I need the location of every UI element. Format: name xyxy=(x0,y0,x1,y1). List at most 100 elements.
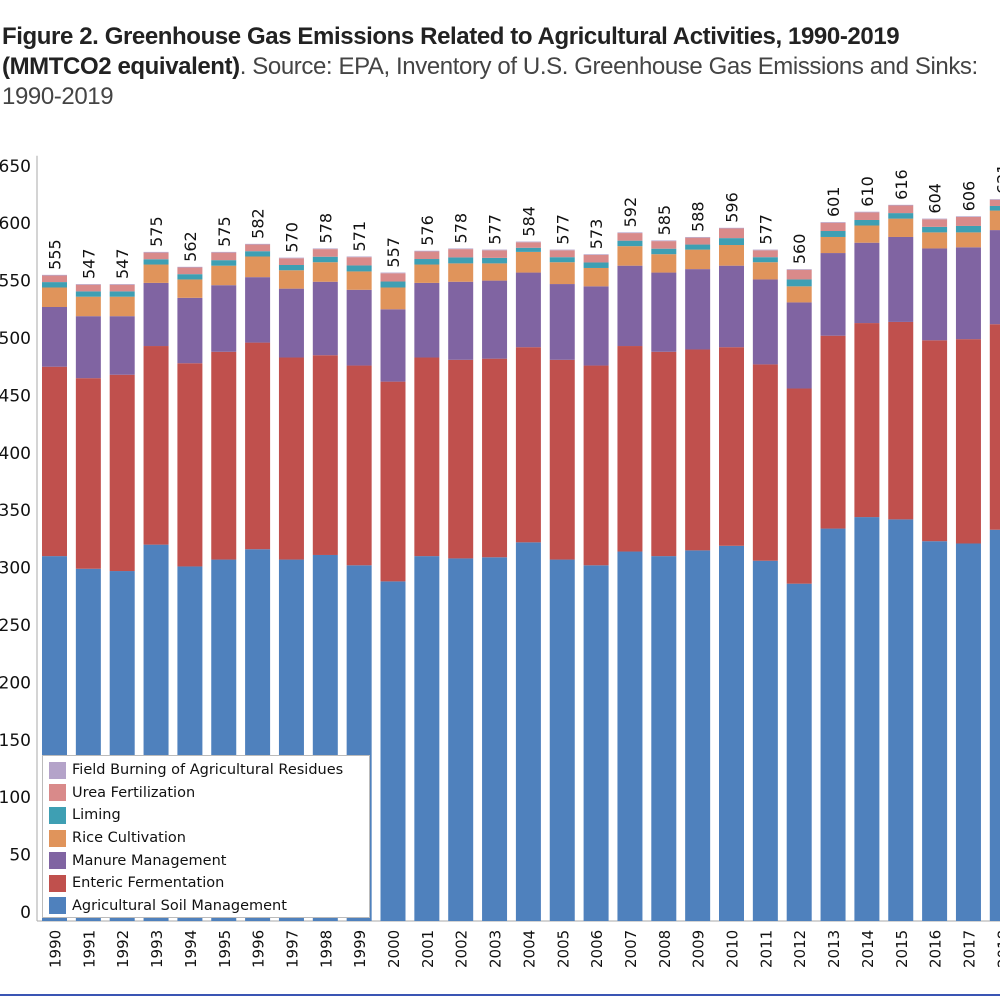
bar-segment-rice-cultivation xyxy=(211,265,237,286)
bar-segment-enteric-fermentation xyxy=(177,363,203,567)
bar-segment-liming xyxy=(211,260,237,266)
total-data-label: 578 xyxy=(452,213,471,244)
y-tick-label: 600 xyxy=(0,214,31,234)
bar-segment-urea-fertilization xyxy=(515,242,541,248)
bar-segment-enteric-fermentation xyxy=(482,358,508,558)
bar-segment-liming xyxy=(380,281,406,288)
total-data-label: 621 xyxy=(993,164,1000,195)
bar-segment-enteric-fermentation xyxy=(617,346,643,552)
bar-segment-rice-cultivation xyxy=(719,245,744,266)
bar-segment-field-burning-of-agricultural-residues xyxy=(278,257,304,259)
bar-segment-field-burning-of-agricultural-residues xyxy=(922,218,948,220)
bar-segment-agricultural-soil-management xyxy=(922,541,948,921)
legend-item: Field Burning of Agricultural Residues xyxy=(49,759,363,782)
bar-segment-rice-cultivation xyxy=(346,271,372,290)
bar-segment-enteric-fermentation xyxy=(719,347,744,546)
bar-segment-agricultural-soil-management xyxy=(719,545,744,921)
total-data-label: 575 xyxy=(147,216,166,247)
legend-swatch xyxy=(49,761,66,779)
bar-segment-field-burning-of-agricultural-residues xyxy=(448,248,474,250)
bar-segment-liming xyxy=(177,274,203,280)
total-data-label: 575 xyxy=(215,216,234,247)
bar-segment-urea-fertilization xyxy=(617,233,643,241)
x-tick-label: 2006 xyxy=(588,930,606,968)
x-tick-label: 2003 xyxy=(487,930,505,968)
bar-segment-liming xyxy=(278,264,304,271)
bar-segment-agricultural-soil-management xyxy=(380,581,406,921)
bar-segment-agricultural-soil-management xyxy=(752,560,778,921)
bar-segment-enteric-fermentation xyxy=(549,359,575,560)
bar-segment-liming xyxy=(346,265,372,272)
bar-segment-urea-fertilization xyxy=(177,267,203,275)
bar-segment-liming xyxy=(651,248,677,255)
legend-item: Enteric Fermentation xyxy=(49,872,363,895)
x-tick-label: 2013 xyxy=(825,930,843,968)
bar-segment-urea-fertilization xyxy=(245,244,271,252)
figure-source: . Source: EPA, Inventory of U.S. Greenho… xyxy=(2,53,978,110)
bar-segment-enteric-fermentation xyxy=(42,366,67,557)
bar-segment-agricultural-soil-management xyxy=(482,557,508,921)
bar-segment-liming xyxy=(245,251,271,257)
bar-segment-enteric-fermentation xyxy=(685,349,711,551)
bar-segment-rice-cultivation xyxy=(380,287,406,310)
x-tick-label: 2016 xyxy=(927,930,945,968)
bar-segment-liming xyxy=(75,291,101,297)
bar-segment-manure-management xyxy=(245,277,271,343)
total-data-label: 573 xyxy=(587,219,606,250)
x-tick-label: 1990 xyxy=(47,930,65,968)
bar-segment-rice-cultivation xyxy=(109,296,135,317)
total-data-label: 560 xyxy=(790,234,809,265)
bar-segment-liming xyxy=(312,256,338,263)
bottom-divider xyxy=(0,994,1000,996)
bar-segment-field-burning-of-agricultural-residues xyxy=(312,248,338,250)
bar-segment-urea-fertilization xyxy=(989,199,1000,206)
bar-segment-field-burning-of-agricultural-residues xyxy=(786,269,812,270)
y-tick-label: 450 xyxy=(0,386,31,406)
legend-swatch xyxy=(49,852,66,870)
legend-item: Rice Cultivation xyxy=(49,827,363,850)
bar-segment-field-burning-of-agricultural-residues xyxy=(617,232,643,234)
bar-segment-manure-management xyxy=(515,272,541,348)
bar-segment-agricultural-soil-management xyxy=(888,519,914,921)
bar-segment-liming xyxy=(42,282,67,288)
bar-segment-manure-management xyxy=(685,269,711,350)
bar-segment-urea-fertilization xyxy=(786,269,812,280)
bar-segment-rice-cultivation xyxy=(955,232,981,248)
total-data-label: 601 xyxy=(824,187,843,218)
bar-segment-manure-management xyxy=(651,272,677,352)
bar-segment-liming xyxy=(955,225,981,233)
bar-segment-manure-management xyxy=(346,289,372,366)
bar-segment-enteric-fermentation xyxy=(448,359,474,559)
bar-segment-rice-cultivation xyxy=(651,254,677,273)
bar-segment-urea-fertilization xyxy=(346,257,372,266)
bar-segment-liming xyxy=(854,219,880,226)
bar-segment-manure-management xyxy=(42,307,67,367)
bar-segment-enteric-fermentation xyxy=(414,357,440,557)
bar-segment-urea-fertilization xyxy=(888,205,914,214)
bar-segment-manure-management xyxy=(955,247,981,340)
bar-segment-enteric-fermentation xyxy=(752,364,778,561)
bar-segment-field-burning-of-agricultural-residues xyxy=(583,254,609,255)
bar-segment-liming xyxy=(515,247,541,252)
legend-swatch xyxy=(49,897,66,915)
bar-segment-field-burning-of-agricultural-residues xyxy=(75,284,101,285)
bar-segment-enteric-fermentation xyxy=(786,388,812,584)
legend-swatch xyxy=(49,829,66,847)
bar-segment-enteric-fermentation xyxy=(955,339,981,544)
legend-item: Urea Fertilization xyxy=(49,782,363,805)
bar-segment-manure-management xyxy=(312,281,338,356)
bar-segment-liming xyxy=(989,205,1000,211)
y-tick-label: 100 xyxy=(0,788,31,808)
bar-segment-field-burning-of-agricultural-residues xyxy=(854,211,880,213)
bar-segment-rice-cultivation xyxy=(143,264,169,283)
bar-segment-urea-fertilization xyxy=(651,241,677,249)
bar-segment-enteric-fermentation xyxy=(245,342,271,550)
bar-segment-urea-fertilization xyxy=(482,250,508,258)
x-tick-label: 2007 xyxy=(622,930,640,968)
y-tick-label: 300 xyxy=(0,559,31,579)
x-tick-label: 1997 xyxy=(283,930,301,968)
bar-segment-urea-fertilization xyxy=(549,250,575,258)
legend-label: Enteric Fermentation xyxy=(72,875,225,892)
bar-segment-agricultural-soil-management xyxy=(820,528,846,921)
y-tick-label: 200 xyxy=(0,673,31,693)
